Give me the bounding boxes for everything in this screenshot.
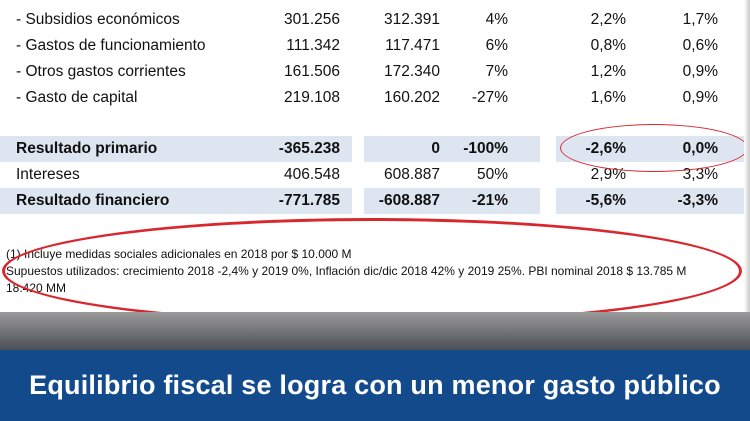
pbi-2017: 1,2%	[590, 63, 626, 80]
value-2017: 406.548	[283, 166, 340, 183]
table-row-resultado-financiero: Resultado financiero -771.785 -608.887 -…	[0, 188, 750, 214]
value-2017: 219.108	[283, 89, 340, 106]
table-row: - Gastos de funcionamiento 111.342 117.4…	[0, 33, 750, 59]
pbi-2018: 0,6%	[682, 37, 718, 54]
variation: -100%	[463, 140, 508, 157]
pbi-2018: -3,3%	[677, 192, 719, 209]
fiscal-table-document: - Subsidios económicos 301.256 312.391 4…	[0, 0, 750, 324]
row-label: Resultado primario	[16, 140, 158, 157]
variation: -27%	[471, 89, 508, 106]
column-gap	[352, 136, 364, 162]
table-row: Intereses 406.548 608.887 50% 2,9% 3,3%	[0, 162, 750, 188]
highlight-oval-primary-result	[560, 124, 748, 172]
value-2017: -771.785	[278, 192, 340, 209]
table-row: - Otros gastos corrientes 161.506 172.34…	[0, 59, 750, 85]
pbi-2018: 0,9%	[682, 63, 718, 80]
pbi-2017: 2,9%	[590, 166, 626, 183]
row-label: Resultado financiero	[16, 192, 170, 209]
pbi-2017: 1,6%	[590, 89, 626, 106]
column-gap	[352, 188, 364, 214]
pbi-2018: 1,7%	[682, 11, 718, 28]
variation: 50%	[476, 166, 508, 183]
row-label: - Subsidios económicos	[16, 11, 180, 28]
separator-strip	[0, 312, 750, 350]
row-label: Intereses	[16, 166, 80, 183]
value-2018: 0	[431, 140, 440, 157]
column-gap	[540, 136, 556, 162]
row-label: - Gasto de capital	[16, 89, 138, 106]
value-2018: 312.391	[383, 11, 440, 28]
value-2018: -608.887	[378, 192, 440, 209]
value-2018: 160.202	[383, 89, 440, 106]
value-2018: 172.340	[383, 63, 440, 80]
headline-title: Equilibrio fiscal se logra con un menor …	[29, 370, 721, 400]
value-2017: 111.342	[286, 37, 340, 54]
value-2018: 608.887	[383, 166, 440, 183]
pbi-2017: 2,2%	[590, 11, 626, 28]
table-row: - Subsidios económicos 301.256 312.391 4…	[0, 7, 750, 33]
page-edge-shadow	[744, 0, 750, 312]
column-gap	[540, 188, 556, 214]
pbi-2018: 3,3%	[682, 166, 718, 183]
pbi-2017: 0,8%	[590, 37, 626, 54]
table-row: - Gasto de capital 219.108 160.202 -27% …	[0, 85, 750, 111]
value-2017: 301.256	[283, 11, 340, 28]
row-label: - Gastos de funcionamiento	[16, 37, 206, 54]
row-label: - Otros gastos corrientes	[16, 63, 186, 80]
value-2017: 161.506	[283, 63, 340, 80]
value-2017: -365.238	[278, 140, 340, 157]
variation: 6%	[485, 37, 508, 54]
pbi-2017: -5,6%	[585, 192, 627, 209]
variation: -21%	[471, 192, 508, 209]
pbi-2018: 0,9%	[682, 89, 718, 106]
variation: 7%	[485, 63, 508, 80]
highlight-oval-footnotes	[2, 218, 742, 324]
variation: 4%	[485, 11, 508, 28]
value-2018: 117.471	[385, 37, 440, 54]
headline-banner: Equilibrio fiscal se logra con un menor …	[0, 350, 750, 421]
